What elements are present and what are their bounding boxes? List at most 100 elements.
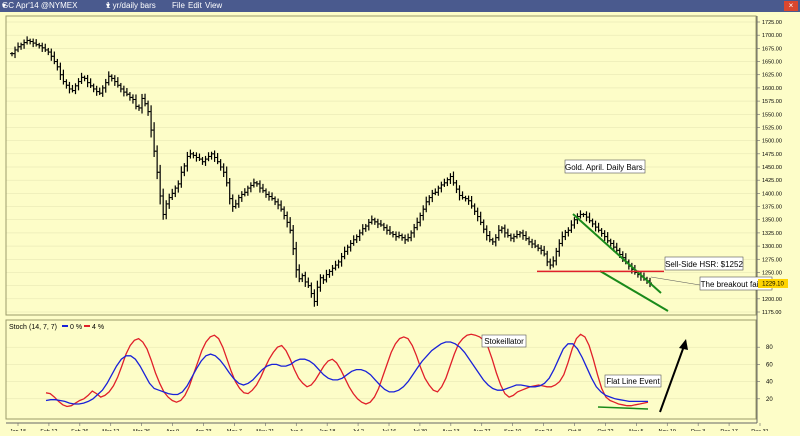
flatline-marker — [597, 406, 649, 410]
ohlc-bar — [321, 274, 326, 284]
menu-file[interactable]: File — [172, 1, 185, 10]
ohlc-bar — [448, 173, 453, 184]
ohlc-bar — [330, 264, 335, 276]
price-panel-border — [5, 15, 757, 316]
ohlc-bar — [170, 188, 175, 201]
ohlc-bar — [309, 282, 314, 298]
ohlc-bar — [466, 195, 471, 205]
ohlc-bar — [49, 48, 54, 61]
ohlc-bar — [451, 171, 456, 186]
ohlc-bar — [276, 198, 281, 210]
channel-upper-line — [572, 213, 662, 294]
ohlc-bar — [279, 200, 284, 212]
ohlc-bar — [508, 233, 513, 242]
price-tick-label: 1550.00 — [762, 112, 782, 118]
price-tick-label: 1175.00 — [762, 310, 781, 316]
period-dropdown[interactable]: 1 yr/daily bars ▾ — [106, 1, 156, 10]
stokeillator-label-frame — [481, 334, 527, 348]
ohlc-bar — [248, 182, 253, 193]
ohlc-bar — [303, 271, 308, 287]
menu-edit[interactable]: Edit — [188, 1, 202, 10]
stokeillator-label-text: Stokeillator — [484, 337, 524, 346]
stoch-tick-label: 40 — [766, 380, 773, 386]
ohlc-bar — [605, 232, 610, 244]
ohlc-bar — [263, 188, 268, 198]
ohlc-bar — [378, 220, 383, 227]
flatline-label-frame — [604, 374, 662, 388]
ohlc-bar — [94, 85, 99, 96]
ohlc-bar — [149, 105, 154, 138]
price-tick-label: 1325.00 — [762, 231, 782, 237]
ohlc-bar — [297, 264, 302, 283]
ohlc-bar — [327, 269, 332, 278]
ohlc-bar — [179, 166, 184, 188]
ohlc-bar — [115, 77, 120, 88]
ohlc-bar — [366, 218, 371, 231]
ohlc-bar — [112, 75, 117, 86]
ohlc-bar — [197, 153, 202, 161]
price-tick-label: 1600.00 — [762, 86, 782, 92]
ohlc-bar — [363, 223, 368, 232]
ohlc-bar — [569, 220, 574, 233]
time-x-axis: Jan 15Feb 12Feb 26Mar 12Mar 26Apr 9Apr 2… — [10, 423, 769, 435]
ohlc-bar — [61, 69, 66, 85]
ohlc-bar — [64, 79, 69, 89]
ohlc-bar — [291, 225, 296, 256]
ohlc-bar — [418, 212, 423, 227]
uptrend-arrow-shaft — [659, 345, 685, 413]
close-button[interactable]: × — [784, 1, 798, 11]
ohlc-bar — [257, 180, 262, 193]
ohlc-bar — [381, 222, 386, 231]
ohlc-bar — [527, 236, 532, 246]
ohlc-bar — [572, 217, 577, 229]
ohlc-bar — [430, 189, 435, 203]
ohlc-bar — [236, 194, 241, 208]
ohlc-bar — [218, 159, 223, 171]
price-tick-label: 1275.00 — [762, 257, 782, 263]
ohlc-bar — [118, 82, 123, 93]
symbol-dropdown[interactable]: GC Apr'14 @NYMEX ▾ — [2, 1, 78, 10]
ohlc-bar — [445, 177, 450, 187]
ohlc-bar — [548, 258, 553, 270]
ohlc-bar — [342, 246, 347, 260]
annotations: Gold. April. Daily Bars. Sell-Side HSR: … — [481, 159, 773, 413]
price-tick-label: 1400.00 — [762, 191, 782, 197]
last-price-badge — [758, 278, 788, 288]
ohlc-bar — [73, 83, 78, 95]
stoch-tick-label: 80 — [766, 345, 773, 351]
ohlc-bar — [176, 180, 181, 193]
ohlc-bar — [109, 74, 114, 82]
ohlc-bar — [339, 252, 344, 267]
ohlc-bar — [478, 211, 483, 226]
ohlc-bar — [599, 228, 604, 237]
ohlc-bar — [22, 39, 27, 49]
stoch-k-value: 0 % — [70, 324, 82, 331]
ohlc-bar — [270, 192, 275, 201]
ohlc-bar — [454, 179, 459, 194]
ohlc-bar — [43, 43, 48, 52]
ohlc-bar — [103, 78, 108, 93]
ohlc-bar — [67, 81, 72, 94]
period-label: 1 yr/daily bars — [106, 1, 156, 10]
chart-frame: 1175.001200.001225.001250.001275.001300.… — [0, 12, 800, 435]
ohlc-bar — [357, 229, 362, 242]
menu-view[interactable]: View — [205, 1, 223, 10]
ohlc-bar — [557, 239, 562, 257]
ohlc-bar — [566, 227, 571, 237]
chart-canvas: 1175.001200.001225.001250.001275.001300.… — [5, 15, 788, 435]
ohlc-bar — [533, 239, 538, 249]
stoch-tick-label: 60 — [766, 362, 773, 368]
stoch-panel-border — [5, 319, 757, 420]
ohlc-bar — [124, 88, 129, 97]
price-tick-label: 1525.00 — [762, 125, 782, 131]
ohlc-bar — [351, 235, 356, 246]
ohlc-bar — [146, 100, 151, 116]
ohlc-bar — [106, 71, 111, 86]
ohlc-bar — [100, 85, 105, 97]
ohlc-bar — [239, 191, 244, 202]
ohlc-bar — [19, 42, 24, 50]
ohlc-bar — [475, 207, 480, 222]
stoch-y-axis: 20 40 60 80 — [757, 345, 773, 403]
price-tick-label: 1625.00 — [762, 73, 782, 79]
ohlc-bar — [212, 150, 217, 162]
